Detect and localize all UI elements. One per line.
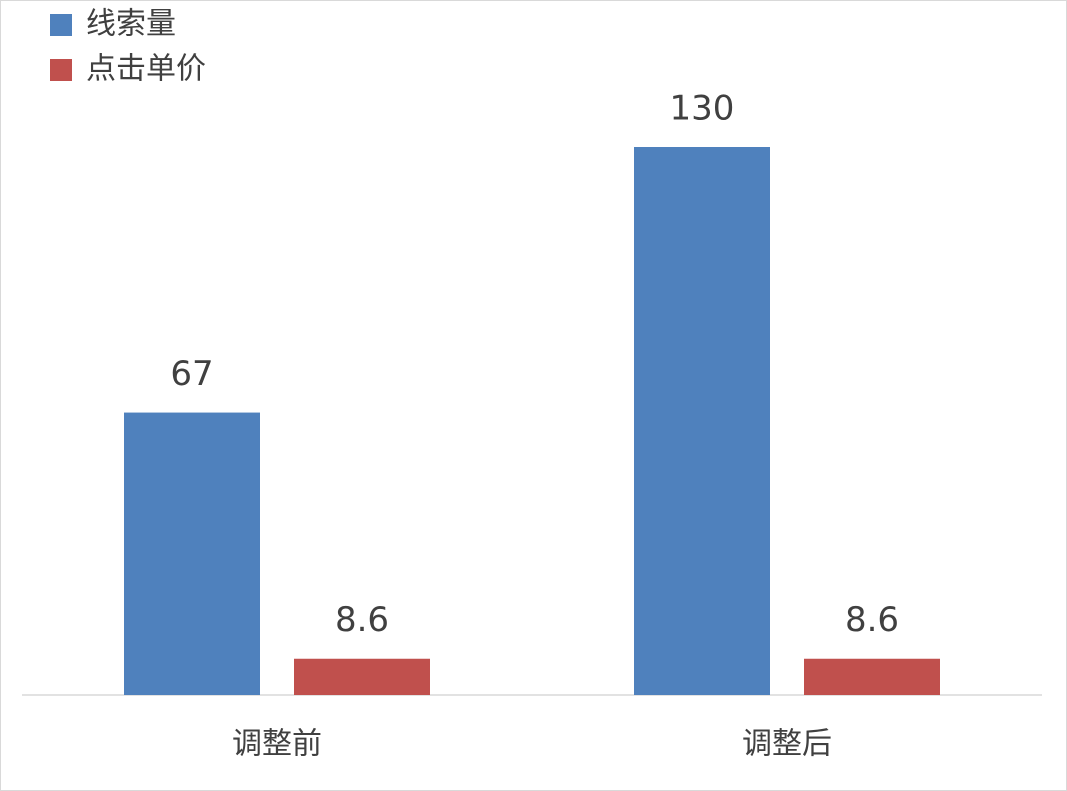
- data-label: 130: [670, 89, 735, 129]
- x-tick-label: 调整前: [232, 727, 322, 762]
- bar: [804, 658, 940, 695]
- x-tick-label: 调整后: [742, 727, 832, 762]
- bar: [124, 412, 260, 695]
- legend-label: 点击单价: [86, 52, 206, 87]
- legend-swatch: [50, 59, 72, 81]
- bar: [294, 658, 430, 695]
- bar: [634, 147, 770, 695]
- data-label: 8.6: [845, 600, 899, 640]
- legend-swatch: [50, 14, 72, 36]
- data-label: 8.6: [335, 600, 389, 640]
- data-label: 67: [170, 354, 213, 394]
- legend-label: 线索量: [86, 7, 176, 42]
